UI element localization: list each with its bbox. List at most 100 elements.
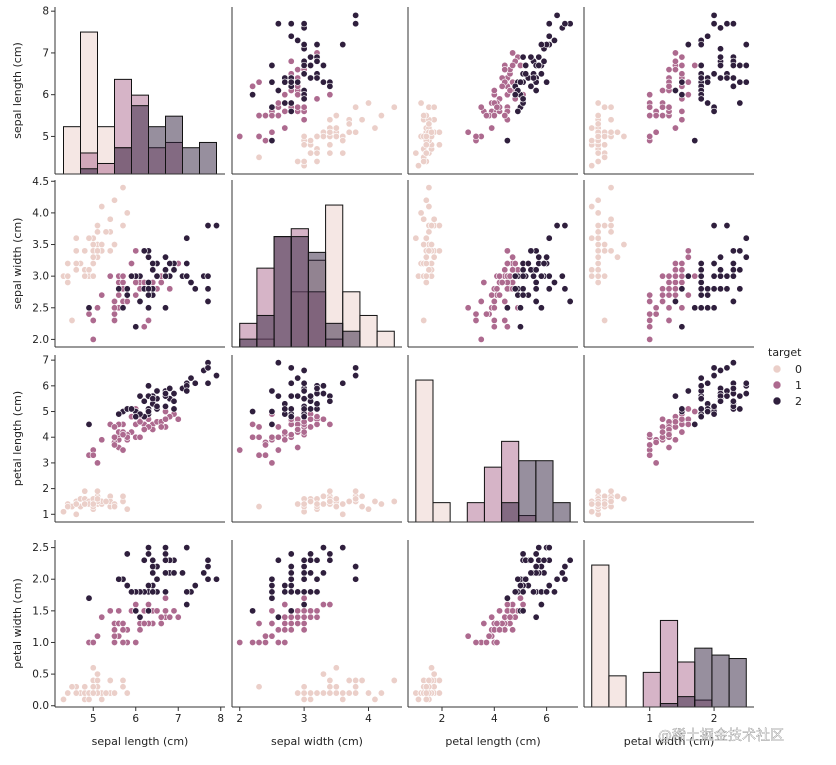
scatter-point-target-2 xyxy=(717,397,725,405)
hist-bar-target-2 xyxy=(199,141,217,175)
scatter-point-target-1 xyxy=(281,619,289,627)
scatter-point-target-0 xyxy=(345,497,353,505)
scatter-point-target-1 xyxy=(498,278,506,286)
scatter-point-target-2 xyxy=(326,556,334,564)
scatter-point-target-2 xyxy=(313,384,321,392)
y-tick-label: 1.5 xyxy=(32,605,49,617)
scatter-point-target-1 xyxy=(111,626,119,634)
scatter-point-target-1 xyxy=(665,443,673,451)
scatter-point-target-1 xyxy=(111,310,119,318)
scatter-point-target-0 xyxy=(72,259,80,267)
scatter-point-target-0 xyxy=(414,162,422,170)
scatter-point-target-2 xyxy=(736,405,744,413)
scatter-point-target-2 xyxy=(170,405,178,413)
scatter-point-target-1 xyxy=(85,310,93,318)
scatter-point-target-1 xyxy=(300,619,308,627)
scatter-point-target-1 xyxy=(111,316,119,324)
scatter-point-target-1 xyxy=(493,285,501,293)
scatter-point-target-0 xyxy=(588,272,596,280)
scatter-point-target-2 xyxy=(294,374,302,382)
scatter-point-target-2 xyxy=(511,91,519,99)
scatter-point-target-2 xyxy=(697,95,705,103)
scatter-point-target-2 xyxy=(514,107,522,115)
scatter-point-target-2 xyxy=(145,304,153,312)
scatter-point-target-1 xyxy=(249,433,257,441)
scatter-point-target-0 xyxy=(412,234,420,242)
x-tick-label: 2 xyxy=(711,713,718,725)
scatter-point-target-2 xyxy=(294,588,302,596)
scatter-point-target-0 xyxy=(332,683,340,691)
scatter-point-target-2 xyxy=(204,222,212,230)
scatter-point-target-1 xyxy=(128,259,136,267)
scatter-point-target-2 xyxy=(717,74,725,82)
scatter-point-target-2 xyxy=(183,234,191,242)
scatter-point-target-2 xyxy=(503,594,511,602)
scatter-point-target-0 xyxy=(371,497,379,505)
axis-labels: sepal length (cm) sepal width (cm) petal l… xyxy=(11,42,714,748)
x-tick-label: 6 xyxy=(543,713,550,725)
scatter-point-target-2 xyxy=(162,544,170,552)
scatter-point-target-0 xyxy=(313,132,321,140)
hist-bar-target-2 xyxy=(182,147,200,175)
scatter-point-target-2 xyxy=(710,222,718,230)
scatter-point-target-0 xyxy=(94,676,102,684)
scatter-point-target-1 xyxy=(472,132,480,140)
scatter-point-target-1 xyxy=(106,607,114,615)
scatter-point-target-0 xyxy=(313,157,321,165)
panel-petal-length-vs-sepal-length: 1 2 3 4 5 6 7 xyxy=(42,355,225,523)
scatter-point-target-2 xyxy=(170,569,178,577)
y-axis-label-sepal-width: sepal width (cm) xyxy=(11,218,24,310)
scatter-point-target-0 xyxy=(425,676,433,684)
scatter-point-target-1 xyxy=(140,323,148,331)
scatter-point-target-1 xyxy=(646,310,654,318)
scatter-point-target-2 xyxy=(537,70,545,78)
scatter-point-target-0 xyxy=(98,203,106,211)
scatter-point-target-1 xyxy=(274,433,282,441)
hist-bar-target-2 xyxy=(518,460,537,523)
scatter-point-target-1 xyxy=(659,291,667,299)
scatter-point-target-1 xyxy=(671,57,679,65)
scatter-point-target-1 xyxy=(501,112,509,120)
scatter-point-target-0 xyxy=(85,695,93,703)
scatter-point-target-0 xyxy=(89,689,97,697)
scatter-point-target-1 xyxy=(287,57,295,65)
scatter-point-target-1 xyxy=(652,310,660,318)
scatter-point-target-0 xyxy=(106,247,114,255)
scatter-point-target-2 xyxy=(352,575,360,583)
scatter-point-target-0 xyxy=(81,683,89,691)
scatter-point-target-1 xyxy=(119,272,127,280)
scatter-point-target-0 xyxy=(319,689,327,697)
scatter-point-target-1 xyxy=(111,433,119,441)
scatter-point-target-1 xyxy=(261,632,269,640)
scatter-point-target-2 xyxy=(287,99,295,107)
scatter-point-target-2 xyxy=(710,11,718,19)
scatter-point-target-0 xyxy=(594,234,602,242)
scatter-point-target-2 xyxy=(313,575,321,583)
scatter-point-target-2 xyxy=(678,91,686,99)
scatter-point-target-2 xyxy=(704,291,712,299)
scatter-point-target-2 xyxy=(123,291,131,299)
scatter-point-target-2 xyxy=(535,544,543,552)
scatter-point-target-1 xyxy=(511,259,519,267)
scatter-point-target-0 xyxy=(377,689,385,697)
scatter-point-target-0 xyxy=(326,116,334,124)
pairplot-panels: 56782.02.53.03.54.04.512345670.00.51.01.… xyxy=(32,6,754,725)
scatter-point-target-2 xyxy=(704,408,712,416)
scatter-point-target-0 xyxy=(345,676,353,684)
legend-marker-target-1 xyxy=(772,380,782,390)
x-axis-label-sepal-width: sepal width (cm) xyxy=(271,735,363,748)
hist-bar-target-1 xyxy=(642,671,661,708)
scatter-point-target-0 xyxy=(435,141,443,149)
scatter-point-target-1 xyxy=(111,304,119,312)
scatter-point-target-2 xyxy=(710,304,718,312)
scatter-point-target-0 xyxy=(300,500,308,508)
scatter-point-target-0 xyxy=(64,689,72,697)
scatter-point-target-1 xyxy=(111,423,119,431)
scatter-point-target-1 xyxy=(490,297,498,305)
scatter-point-target-2 xyxy=(684,387,692,395)
scatter-point-target-2 xyxy=(503,137,511,145)
scatter-point-target-0 xyxy=(294,689,302,697)
scatter-point-target-1 xyxy=(665,304,673,312)
scatter-point-target-1 xyxy=(678,53,686,61)
scatter-point-target-2 xyxy=(274,392,282,400)
